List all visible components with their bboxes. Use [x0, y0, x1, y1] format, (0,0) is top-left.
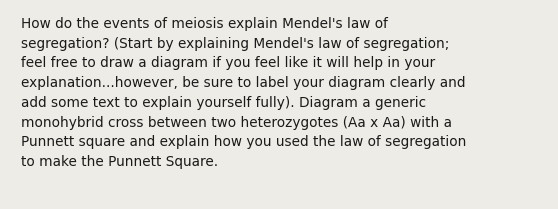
Text: How do the events of meiosis explain Mendel's law of
segregation? (Start by expl: How do the events of meiosis explain Men…: [21, 17, 466, 169]
